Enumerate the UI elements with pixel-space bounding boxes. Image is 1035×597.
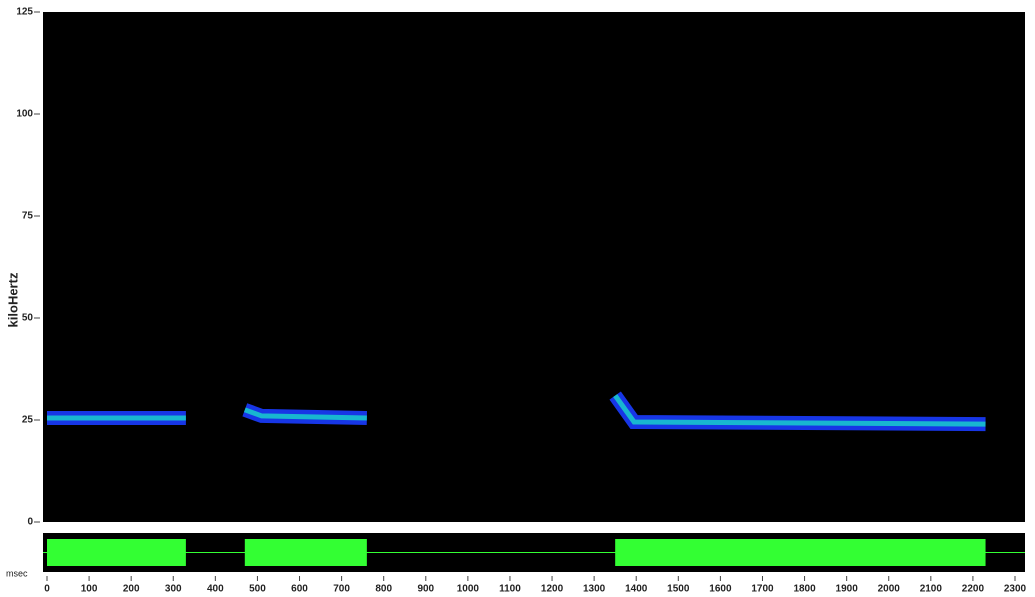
x-tick-label: 200: [123, 584, 140, 595]
x-tick-label: 900: [417, 584, 434, 595]
x-tick-label: 1800: [793, 584, 816, 595]
waveform-burst: [47, 539, 186, 566]
waveform-burst: [615, 539, 986, 566]
x-tick-label: 1200: [541, 584, 564, 595]
y-tick-label: 125: [16, 7, 33, 18]
x-tick-label: 800: [375, 584, 392, 595]
x-tick-label: 1600: [709, 584, 732, 595]
x-tick-label: 1400: [625, 584, 648, 595]
x-tick-label: 1300: [583, 584, 606, 595]
y-tick-label: 25: [22, 415, 34, 426]
x-tick-label: 1700: [751, 584, 774, 595]
x-tick-label: 400: [207, 584, 224, 595]
x-tick-label: 1900: [836, 584, 859, 595]
y-tick-label: 50: [22, 313, 34, 324]
x-tick-label: 600: [291, 584, 308, 595]
x-tick-label: 2100: [920, 584, 943, 595]
x-axis-title: msec: [6, 568, 28, 578]
x-tick-label: 2300: [1004, 584, 1027, 595]
y-axis-title: kiloHertz: [5, 272, 20, 327]
x-tick-label: 1000: [457, 584, 480, 595]
y-tick-label: 75: [22, 211, 34, 222]
x-tick-label: 700: [333, 584, 350, 595]
x-tick-label: 100: [81, 584, 98, 595]
call-core: [243, 407, 367, 421]
x-tick-label: 500: [249, 584, 266, 595]
x-tick-label: 1500: [667, 584, 690, 595]
y-tick-label: 100: [16, 109, 33, 120]
y-tick-label: 0: [27, 517, 33, 528]
x-tick-label: 300: [165, 584, 182, 595]
x-tick-label: 1100: [499, 584, 521, 595]
spectrogram-area: [43, 12, 1025, 522]
waveform-burst: [244, 539, 367, 566]
x-tick-label: 2000: [878, 584, 901, 595]
call-core: [613, 394, 986, 427]
x-tick-label: 0: [44, 584, 50, 595]
x-tick-label: 2200: [962, 584, 985, 595]
